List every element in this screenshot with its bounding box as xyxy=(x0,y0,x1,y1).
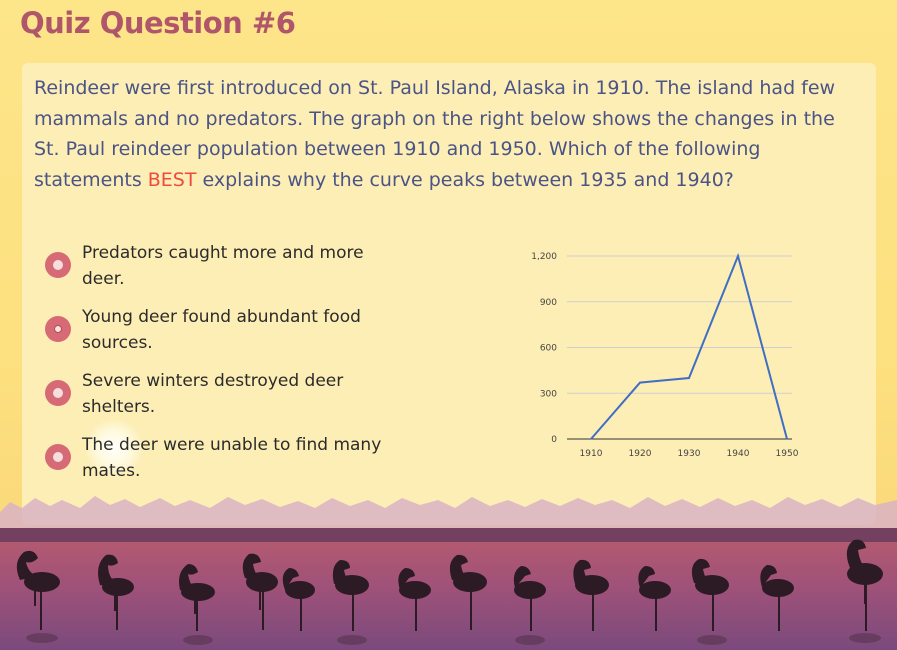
line-chart: 0 300 600 900 1,200 1910 1920 1930 1940 1950 xyxy=(531,252,799,459)
radio-icon[interactable] xyxy=(45,380,71,406)
y-tick-label: 300 xyxy=(540,389,557,399)
radio-icon[interactable] xyxy=(45,252,71,278)
data-point xyxy=(737,255,739,257)
answer-option-1[interactable]: Predators caught more and more deer. xyxy=(42,240,402,304)
question-highlight: BEST xyxy=(147,168,197,191)
answer-label: Severe winters destroyed deer shelters. xyxy=(82,371,344,417)
y-tick-label: 0 xyxy=(551,435,557,445)
x-tick-label: 1930 xyxy=(678,449,701,459)
question-text-end: explains why the curve peaks between 193… xyxy=(196,168,734,191)
data-point xyxy=(688,377,690,379)
question-text: Reindeer were first introduced on St. Pa… xyxy=(34,73,864,195)
x-tick-label: 1940 xyxy=(727,449,750,459)
x-tick-label: 1910 xyxy=(580,449,603,459)
answer-label: Young deer found abundant food sources. xyxy=(82,307,361,353)
y-tick-label: 600 xyxy=(540,344,557,354)
answer-option-3[interactable]: Severe winters destroyed deer shelters. xyxy=(42,368,402,432)
question-card: Reindeer were first introduced on St. Pa… xyxy=(22,63,876,525)
data-point xyxy=(639,381,641,384)
answer-option-4[interactable]: The deer were unable to find many mates. xyxy=(42,418,402,496)
population-chart: 0 300 600 900 1,200 1910 1920 1930 1940 1950 xyxy=(502,238,802,473)
page-title: Quiz Question #6 xyxy=(20,6,296,40)
cursor-highlight xyxy=(84,418,144,478)
radio-icon[interactable] xyxy=(45,316,71,342)
answer-label: The deer were unable to find many mates. xyxy=(82,435,382,481)
flamingo-silhouettes xyxy=(16,539,883,631)
data-point xyxy=(786,438,788,440)
answer-label: Predators caught more and more deer. xyxy=(82,243,364,289)
y-tick-label: 1,200 xyxy=(531,252,557,262)
question-text-start: Reindeer were first introduced on St. Pa… xyxy=(34,77,836,191)
x-tick-label: 1920 xyxy=(629,449,652,459)
y-tick-label: 900 xyxy=(540,298,557,308)
x-tick-label: 1950 xyxy=(776,449,799,459)
flamingo-scene xyxy=(0,496,897,650)
answer-option-2[interactable]: Young deer found abundant food sources. xyxy=(42,304,402,368)
radio-icon[interactable] xyxy=(45,444,71,470)
answer-list: Predators caught more and more deer. You… xyxy=(42,240,402,496)
data-point xyxy=(590,438,592,440)
